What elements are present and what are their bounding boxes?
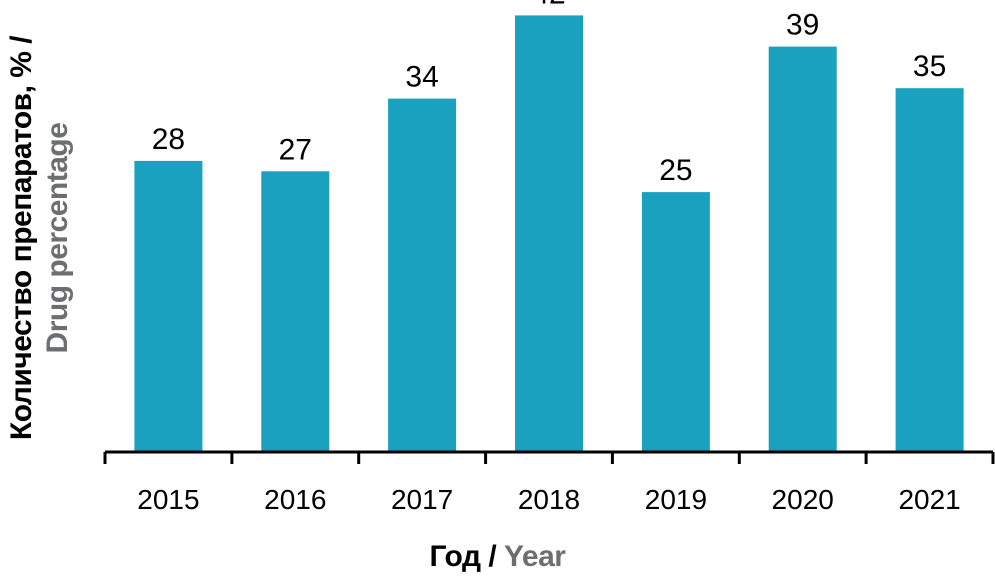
x-axis-title: Год / Year bbox=[0, 540, 995, 574]
x-axis-title-separator: / bbox=[488, 540, 505, 573]
x-tick-label-2020: 2020 bbox=[772, 484, 834, 515]
data-label-2020: 39 bbox=[786, 9, 819, 42]
bar-2020 bbox=[768, 46, 837, 452]
x-tick-label-2015: 2015 bbox=[137, 484, 199, 515]
bar-2018 bbox=[515, 15, 583, 453]
data-label-2017: 34 bbox=[405, 61, 438, 94]
bar-2016 bbox=[261, 171, 330, 453]
data-label-2015: 28 bbox=[152, 123, 185, 156]
bar-2019 bbox=[641, 192, 710, 452]
data-label-2019: 25 bbox=[659, 154, 692, 187]
bar-2021 bbox=[895, 88, 964, 452]
x-axis-title-ru: Год bbox=[429, 540, 482, 573]
x-tick-label-2019: 2019 bbox=[645, 484, 707, 515]
x-axis-title-en: Year bbox=[504, 540, 566, 573]
x-tick-label-2016: 2016 bbox=[264, 484, 326, 515]
x-tick-label-2017: 2017 bbox=[391, 484, 453, 515]
bar-2015 bbox=[134, 160, 203, 452]
x-tick-label-2021: 2021 bbox=[898, 484, 960, 515]
bar-chart: 28 2015 27 2016 34 2017 42 2018 25 2019 39 2020 35 20… bbox=[103, 0, 995, 515]
data-label-2021: 35 bbox=[913, 50, 946, 83]
data-label-2016: 27 bbox=[279, 133, 312, 166]
bar-2017 bbox=[388, 98, 457, 452]
data-label-2018: 42 bbox=[532, 0, 565, 10]
x-tick-label-2018: 2018 bbox=[518, 484, 580, 515]
